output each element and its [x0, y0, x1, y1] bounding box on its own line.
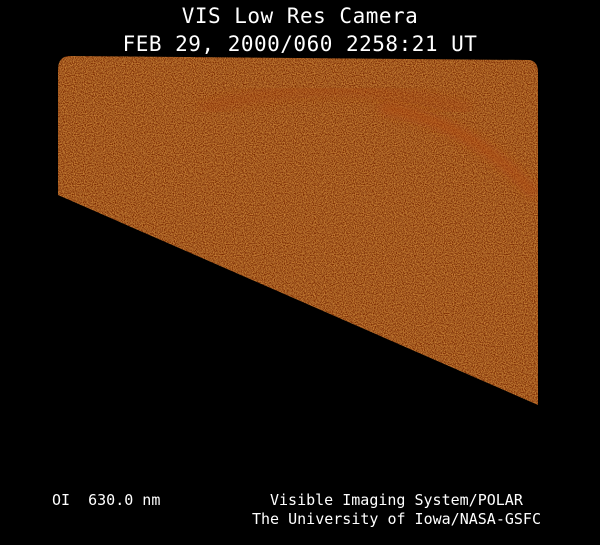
credit-line-2: The University of Iowa/NASA-GSFC: [252, 510, 541, 528]
auroral-oval: [379, 103, 538, 199]
image-timestamp: FEB 29, 2000/060 2258:21 UT: [122, 32, 478, 56]
camera-title: VIS Low Res Camera: [181, 4, 419, 28]
filter-band: OI 630.0 nm: [52, 491, 161, 509]
earth-disk-view: [58, 56, 538, 405]
credit-line-1: Visible Imaging System/POLAR: [270, 491, 523, 509]
